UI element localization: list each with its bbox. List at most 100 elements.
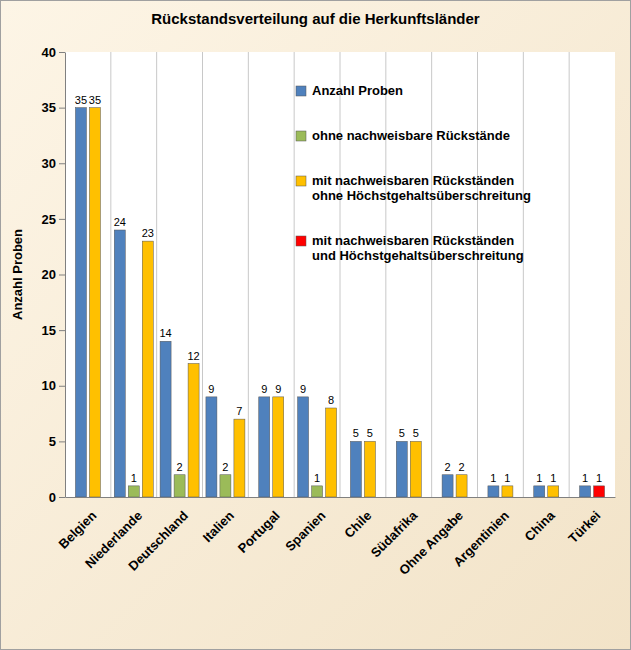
y-tick: 25 — [42, 212, 65, 227]
category-separator — [248, 52, 249, 497]
y-tick-label: 15 — [42, 323, 56, 338]
data-label: 5 — [399, 427, 405, 439]
data-label: 7 — [236, 405, 242, 417]
y-axis: 0510152025303540 — [42, 45, 66, 505]
x-tick-label: Italien — [200, 508, 237, 545]
bar — [259, 397, 270, 497]
y-tick-mark — [59, 330, 65, 331]
x-tick: Argentinien — [450, 508, 512, 570]
bar — [502, 486, 513, 497]
data-label: 9 — [275, 383, 281, 395]
bar — [488, 486, 499, 497]
legend-label: mit nachweisbaren Rückständenohne Höchst… — [312, 173, 531, 203]
bar — [350, 441, 361, 497]
data-label: 35 — [89, 94, 101, 106]
y-tick: 35 — [42, 100, 65, 115]
grid — [111, 52, 569, 497]
y-tick-label: 25 — [42, 212, 56, 227]
bar — [188, 364, 199, 498]
data-label: 5 — [413, 427, 419, 439]
data-label: 23 — [142, 227, 154, 239]
y-tick-label: 40 — [42, 45, 56, 60]
chart-svg: Rückstandsverteilung auf die Herkunftslä… — [0, 0, 631, 650]
data-label: 24 — [114, 216, 126, 228]
x-tick-label: Türkei — [565, 508, 603, 546]
x-tick-label: China — [522, 507, 559, 544]
bar — [298, 397, 309, 497]
data-label: 9 — [208, 383, 214, 395]
y-tick: 5 — [49, 434, 65, 449]
y-tick-mark — [59, 219, 65, 220]
data-label: 2 — [177, 461, 183, 473]
x-axis-line — [66, 497, 616, 498]
x-tick: Deutschland — [125, 508, 191, 574]
bar — [89, 108, 100, 497]
y-tick-mark — [59, 163, 65, 164]
data-label: 35 — [75, 94, 87, 106]
legend-swatch — [296, 86, 306, 96]
bar — [396, 441, 407, 497]
y-tick-mark — [59, 386, 65, 387]
legend-label: Anzahl Proben — [312, 83, 403, 98]
x-tick: Portugal — [235, 508, 283, 556]
x-tick: Italien — [200, 508, 237, 545]
category-separator — [523, 52, 524, 497]
data-label: 1 — [490, 472, 496, 484]
y-tick-label: 0 — [49, 490, 56, 505]
bar — [273, 397, 284, 497]
data-label: 1 — [314, 472, 320, 484]
y-axis-line — [65, 53, 66, 498]
data-label: 1 — [504, 472, 510, 484]
category-separator — [202, 52, 203, 497]
bar — [114, 230, 125, 497]
x-tick: Chile — [341, 508, 374, 541]
y-tick: 10 — [42, 378, 65, 393]
bar — [220, 475, 231, 497]
category-separator — [294, 52, 295, 497]
bar — [580, 486, 591, 497]
y-tick: 30 — [42, 156, 65, 171]
legend-label: ohne nachweisbare Rückstände — [312, 128, 510, 143]
x-tick-label: Ohne Angabe — [396, 508, 466, 578]
bar — [142, 241, 153, 497]
data-label: 8 — [328, 394, 334, 406]
bar — [594, 486, 605, 497]
bar — [456, 475, 467, 497]
x-tick-label: Chile — [341, 508, 374, 541]
x-tick-label: Belgien — [56, 508, 100, 552]
legend: Anzahl Proben ohne nachweisbare Rückständ… — [296, 83, 531, 263]
x-tick-label: Portugal — [235, 508, 283, 556]
x-tick-label: Deutschland — [125, 508, 191, 574]
legend-label: mit nachweisbaren Rückständenund Höchstg… — [312, 233, 524, 263]
x-tick-label: Spanien — [282, 508, 328, 554]
bar — [160, 341, 171, 497]
category-separator — [340, 52, 341, 497]
bar — [206, 397, 217, 497]
category-separator — [385, 52, 386, 497]
bar — [75, 108, 86, 497]
y-tick: 0 — [49, 490, 65, 505]
category-separator — [110, 52, 111, 497]
x-tick: Spanien — [282, 508, 328, 554]
x-axis: BelgienNiederlandeDeutschlandItalienPort… — [56, 498, 616, 578]
bars — [75, 108, 604, 497]
x-tick: China — [522, 507, 559, 544]
category-separator — [569, 52, 570, 497]
chart-title: Rückstandsverteilung auf die Herkunftslä… — [151, 10, 480, 27]
bar — [548, 486, 559, 497]
y-tick: 15 — [42, 323, 65, 338]
y-tick-label: 10 — [42, 378, 56, 393]
data-label: 1 — [582, 472, 588, 484]
data-label: 5 — [367, 427, 373, 439]
data-label: 5 — [353, 427, 359, 439]
y-tick-mark — [59, 275, 65, 276]
legend-swatch — [296, 131, 306, 141]
x-tick: Ohne Angabe — [396, 508, 466, 578]
data-label: 2 — [459, 461, 465, 473]
bar — [312, 486, 323, 497]
data-label: 1 — [550, 472, 556, 484]
data-label: 9 — [261, 383, 267, 395]
y-tick-label: 35 — [42, 100, 56, 115]
data-label: 2 — [445, 461, 451, 473]
data-label: 1 — [131, 472, 137, 484]
